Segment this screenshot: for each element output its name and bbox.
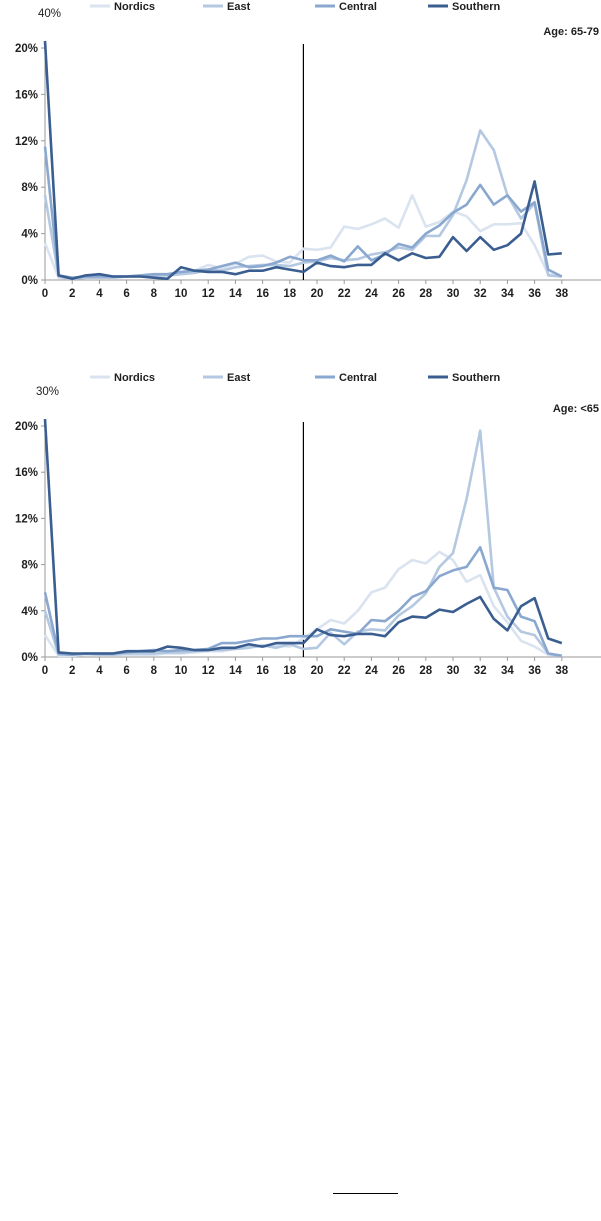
x-tick-label: 2 (69, 288, 75, 300)
legend-label-nordics: Nordics (114, 372, 155, 384)
x-tick-label: 30 (447, 288, 460, 300)
x-tick-label: 10 (175, 665, 188, 677)
x-tick-label: 38 (555, 288, 568, 300)
x-tick-label: 28 (419, 665, 432, 677)
x-tick-label: 26 (392, 288, 405, 300)
series-line-southern (43, 419, 563, 655)
x-tick-label: 38 (555, 665, 568, 677)
y-tick-label: 8% (21, 560, 38, 572)
x-tick-label: 4 (96, 288, 103, 300)
legend-label-central: Central (339, 372, 377, 384)
series-line-southern (43, 40, 562, 281)
x-tick-label: 20 (311, 288, 324, 300)
series-line-east (43, 429, 563, 658)
x-tick-label: 12 (202, 665, 215, 677)
y-tick-label: 12% (15, 136, 38, 148)
bottom-line-chart: Nordics East Central Southern0%4%8%12%16%20… (15, 372, 601, 677)
x-tick-label: 8 (151, 665, 158, 677)
y-tick-label: 8% (21, 182, 38, 194)
y-tick-label: 20% (15, 43, 38, 55)
x-tick-label: 34 (501, 665, 514, 677)
x-tick-label: 30 (447, 665, 460, 677)
top-line-chart: Nordics East Central Southern0%4%8%12%16%20… (15, 1, 601, 300)
x-tick-label: 14 (229, 665, 242, 677)
legend-label-central: Central (339, 1, 377, 13)
x-tick-label: 2 (69, 665, 75, 677)
x-tick-label: 32 (474, 665, 487, 677)
x-tick-label: 12 (202, 288, 215, 300)
y-tick-label: 16% (15, 89, 38, 101)
x-tick-label: 36 (528, 288, 541, 300)
x-tick-label: 4 (96, 665, 103, 677)
age-group-label: Age: 65-79 (543, 26, 599, 38)
x-tick-label: 0 (42, 288, 48, 300)
x-tick-label: 6 (123, 288, 129, 300)
x-tick-label: 34 (501, 288, 514, 300)
x-tick-label: 8 (151, 288, 158, 300)
x-tick-label: 36 (528, 665, 541, 677)
x-tick-label: 20 (311, 665, 324, 677)
x-tick-label: 6 (123, 665, 129, 677)
legend-label-nordics: Nordics (114, 1, 155, 13)
x-tick-label: 0 (42, 665, 48, 677)
peak-value-label: 30% (36, 386, 59, 398)
y-tick-label: 12% (15, 513, 38, 525)
y-tick-label: 4% (21, 229, 38, 241)
legend-label-southern: Southern (452, 1, 501, 13)
x-tick-label: 24 (365, 665, 378, 677)
y-tick-label: 0% (21, 275, 38, 287)
legend-label-east: East (227, 1, 251, 13)
x-tick-label: 16 (256, 665, 269, 677)
y-tick-label: 0% (21, 652, 38, 664)
x-tick-label: 22 (338, 288, 351, 300)
x-tick-label: 16 (256, 288, 269, 300)
x-tick-label: 26 (392, 665, 405, 677)
x-tick-label: 10 (175, 288, 188, 300)
footnote-rule (333, 1193, 398, 1194)
legend-label-southern: Southern (452, 372, 501, 384)
y-tick-label: 20% (15, 421, 38, 433)
legend-label-east: East (227, 372, 251, 384)
y-tick-label: 16% (15, 467, 38, 479)
x-tick-label: 28 (419, 288, 432, 300)
peak-value-label: 40% (38, 8, 61, 20)
x-tick-label: 18 (283, 665, 296, 677)
age-group-label: Age: <65 (553, 403, 599, 415)
x-tick-label: 32 (474, 288, 487, 300)
x-tick-label: 24 (365, 288, 378, 300)
x-tick-label: 18 (283, 288, 296, 300)
x-tick-label: 22 (338, 665, 351, 677)
y-tick-label: 4% (21, 606, 38, 618)
x-tick-label: 14 (229, 288, 242, 300)
